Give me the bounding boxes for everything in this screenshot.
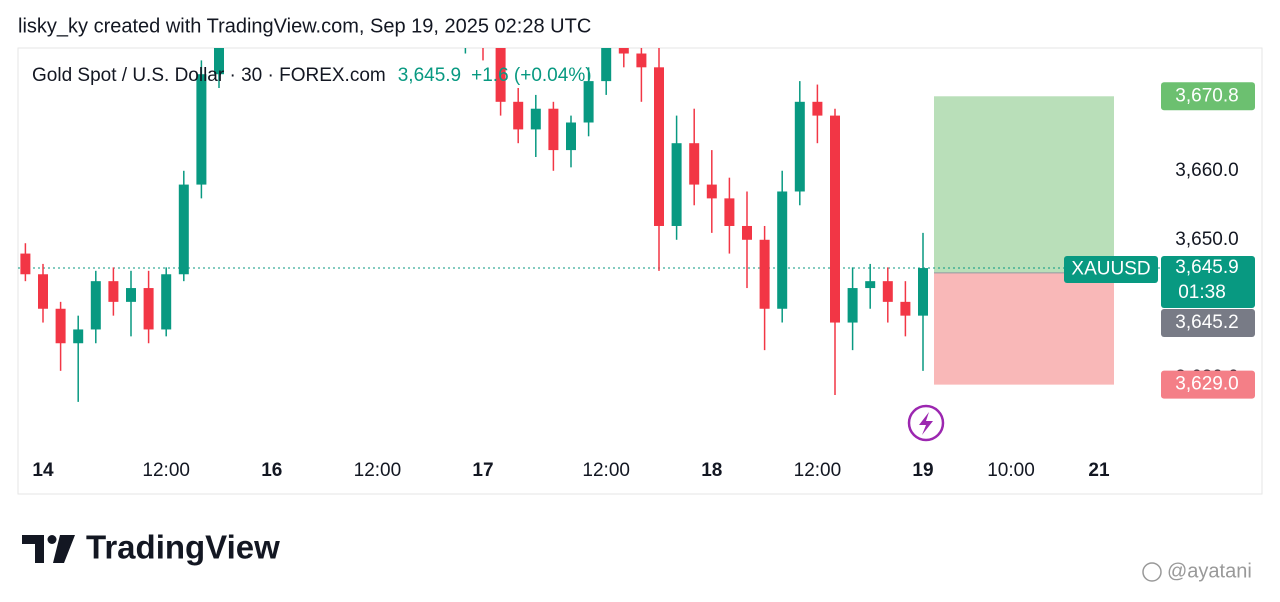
x-tick-label: 12:00 bbox=[354, 460, 402, 481]
candle-body bbox=[654, 67, 664, 226]
candle-body bbox=[38, 274, 48, 309]
candle-body bbox=[706, 184, 717, 199]
candle-body bbox=[636, 53, 647, 68]
candle-body bbox=[847, 288, 858, 323]
target-label-bg bbox=[1161, 82, 1255, 111]
entry-label-bg bbox=[1161, 309, 1255, 338]
candle-body bbox=[830, 115, 840, 323]
candle-body bbox=[918, 268, 928, 316]
last-price-label: 3,645.9 bbox=[1175, 257, 1238, 278]
candle-body bbox=[178, 184, 189, 275]
legend-price: 3,645.9 bbox=[398, 65, 461, 86]
x-tick-label: 19 bbox=[912, 460, 933, 481]
candle-body bbox=[759, 239, 770, 309]
countdown: 01:38 bbox=[1178, 282, 1226, 303]
candle-body bbox=[583, 81, 594, 123]
y-tick-label: 3,660.0 bbox=[1175, 160, 1238, 181]
candle-body bbox=[126, 288, 136, 302]
candle-body bbox=[390, 0, 400, 12]
x-tick-label: 12:00 bbox=[142, 460, 190, 481]
candle-body bbox=[548, 108, 559, 151]
stop-label-bg bbox=[1161, 370, 1255, 399]
candle-body bbox=[143, 288, 154, 330]
x-tick-label: 12:00 bbox=[794, 460, 842, 481]
candle-body bbox=[689, 143, 700, 185]
x-tick-label: 16 bbox=[261, 460, 282, 481]
x-tick-label: 18 bbox=[701, 460, 722, 481]
candle-body bbox=[618, 48, 629, 54]
candle-body bbox=[196, 74, 207, 185]
target-zone bbox=[934, 96, 1114, 273]
candle-body bbox=[530, 108, 541, 130]
event-icon bbox=[907, 404, 945, 442]
candle-body bbox=[601, 48, 612, 82]
stop-label: 3,629.0 bbox=[1175, 374, 1238, 395]
watermark-text: @ayatani bbox=[1167, 560, 1252, 582]
candle-body bbox=[777, 191, 788, 309]
symbol-bg bbox=[1064, 256, 1158, 284]
watermark: @ayatani bbox=[1142, 560, 1252, 582]
candle-body bbox=[495, 48, 506, 102]
candle-body bbox=[513, 101, 524, 130]
candle-body bbox=[794, 101, 805, 192]
candle-body bbox=[671, 143, 682, 226]
header: lisky_ky created with TradingView.com, S… bbox=[18, 15, 591, 37]
tradingview-logo: TradingView bbox=[22, 529, 280, 566]
x-tick-label: 21 bbox=[1088, 460, 1110, 481]
candle-body bbox=[882, 281, 893, 302]
candle-body bbox=[284, 0, 294, 12]
y-tick-label: 3,650.0 bbox=[1175, 229, 1238, 250]
candle-body bbox=[161, 274, 172, 330]
x-tick-label: 17 bbox=[472, 460, 493, 481]
candle-body bbox=[724, 198, 735, 226]
candle-body bbox=[90, 281, 101, 330]
plot-area bbox=[18, 0, 1160, 402]
brand: TradingView bbox=[86, 529, 280, 566]
legend: Gold Spot / U.S. Dollar · 30 · FOREX.com… bbox=[32, 65, 592, 86]
candle-body bbox=[214, 48, 224, 75]
candle-body bbox=[900, 301, 911, 316]
stop-zone bbox=[934, 272, 1114, 385]
candle-body bbox=[302, 0, 312, 12]
candle-body bbox=[865, 281, 876, 289]
x-tick-label: 10:00 bbox=[987, 460, 1035, 481]
x-tick-label: 14 bbox=[32, 460, 54, 481]
candle-body bbox=[108, 281, 119, 302]
x-tick-label: 12:00 bbox=[582, 460, 630, 481]
candle-body bbox=[20, 253, 31, 275]
symbol-label: XAUUSD bbox=[1071, 259, 1150, 280]
candle-body bbox=[566, 122, 576, 151]
last-price-bg bbox=[1161, 256, 1255, 309]
target-label: 3,670.8 bbox=[1175, 85, 1238, 106]
entry-label: 3,645.2 bbox=[1175, 312, 1238, 333]
candle-body bbox=[812, 101, 823, 116]
candle-body bbox=[742, 225, 752, 240]
candle-body bbox=[355, 0, 365, 5]
candle-body bbox=[73, 329, 84, 344]
legend-change: +1.6 (+0.04%) bbox=[471, 65, 591, 86]
candle-body bbox=[337, 0, 347, 5]
candle-body bbox=[55, 308, 66, 344]
candle-body bbox=[372, 0, 382, 12]
legend-title: Gold Spot / U.S. Dollar · 30 · FOREX.com bbox=[32, 65, 386, 86]
